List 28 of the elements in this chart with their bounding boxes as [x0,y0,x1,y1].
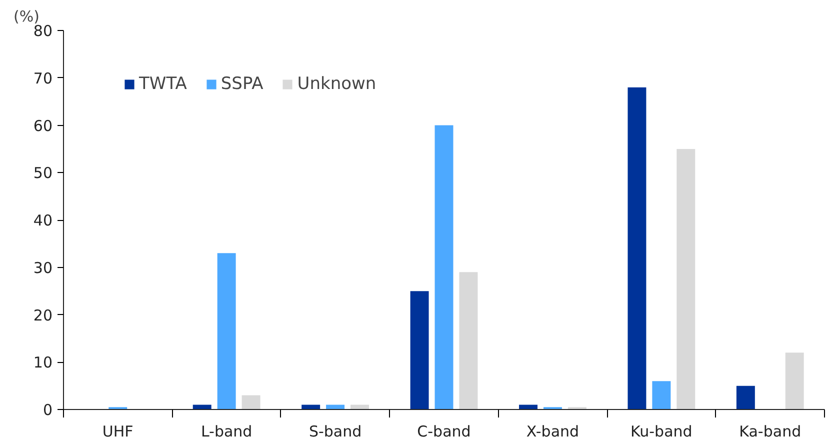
x-tick-label: Ku-band [630,422,692,440]
x-tick-label: L-band [200,422,252,440]
bar [785,352,804,410]
x-tick-label: S-band [308,422,362,440]
y-tick-label: 20 [33,306,53,324]
x-tick-label: Ka-band [739,422,802,440]
y-tick-label: 60 [33,116,53,135]
y-tick-label: 40 [33,212,53,230]
y-tick-label: 0 [42,401,53,419]
bar [459,272,478,410]
bar [242,395,260,410]
y-tick-label: 10 [33,354,53,372]
bar [217,253,236,410]
bar [434,125,454,410]
y-tick-label: 50 [33,164,53,182]
legend-label: Unknown [297,74,376,94]
bar [652,381,671,410]
y-tick-label: 30 [33,258,53,277]
bar [410,291,429,410]
legend-label: TWTA [139,74,187,94]
legend-label: SSPA [220,74,264,94]
bar [736,386,755,410]
x-tick-label: UHF [102,422,134,440]
x-tick-label: C-band [417,422,471,440]
bar [676,148,696,410]
bar [628,87,646,410]
x-tick-label: X-band [526,422,580,440]
y-tick-label: 70 [33,69,53,88]
